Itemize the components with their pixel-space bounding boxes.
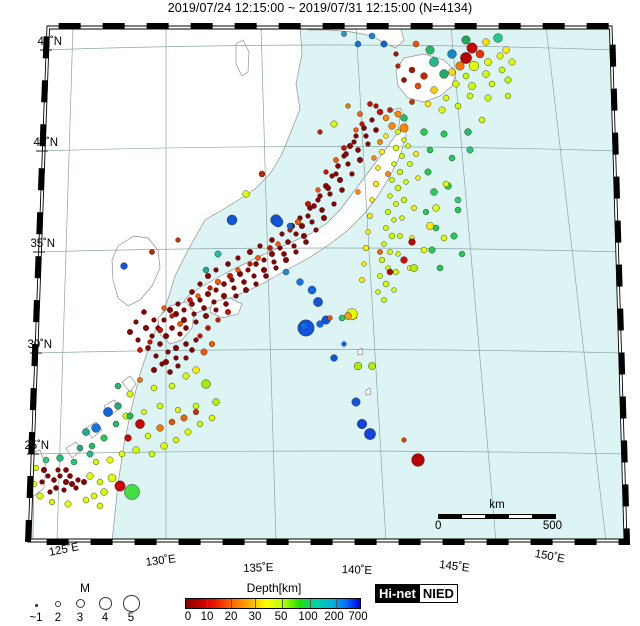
magnitude-label-5: 5 <box>127 612 135 624</box>
page-title: 2019/07/24 12:15:00 ~ 2019/07/31 12:15:0… <box>167 1 473 15</box>
depth-tick-100: 100 <box>298 611 318 623</box>
magnitude-legend-title: M <box>80 581 90 595</box>
depth-legend: Depth[km] 0 10 20 30 50 100 200 700 <box>185 581 368 626</box>
scale-bar-max: 500 <box>542 520 562 532</box>
lat-tick-35N: 35˚N <box>30 238 55 250</box>
scale-bar-labels: 0 500 <box>435 520 562 534</box>
magnitude-symbol-1 <box>35 604 38 607</box>
map-canvas[interactable]: 45˚N 40˚N 35˚N 30˚N 25˚N 125˚E 130˚E 135… <box>0 14 640 577</box>
logo-nied-text: NIED <box>418 585 457 602</box>
magnitude-label-4: 4 <box>101 612 109 624</box>
lat-tick-30N: 30˚N <box>27 339 52 351</box>
magnitude-symbol-4 <box>99 597 112 610</box>
depth-colorbar <box>185 598 361 609</box>
magnitude-symbol-2 <box>55 601 61 607</box>
depth-tick-20: 20 <box>224 611 238 623</box>
magnitude-label-2: 2 <box>54 612 62 624</box>
magnitude-symbol-3 <box>76 599 85 608</box>
lat-tick-45N: 45˚N <box>37 36 62 48</box>
depth-tick-0: 0 <box>184 611 192 623</box>
logo-hinet-text: Hi-net <box>376 585 419 602</box>
magnitude-label-1: ~1 <box>29 612 43 624</box>
scale-bar-unit: km <box>489 499 505 511</box>
lat-tick-25N: 25˚N <box>24 440 49 452</box>
lat-tick-40N: 40˚N <box>33 137 58 149</box>
magnitude-label-3: 3 <box>76 612 84 624</box>
scale-bar: km 0 500 <box>435 499 562 534</box>
depth-tick-700: 700 <box>348 611 368 623</box>
hinet-nied-logo: Hi-net NIED <box>375 584 458 603</box>
map-svg <box>24 23 631 545</box>
scale-bar-track <box>438 514 556 519</box>
depth-legend-title: Depth[km] <box>246 581 302 595</box>
magnitude-symbol-5 <box>123 595 140 612</box>
depth-tick-200: 200 <box>324 611 344 623</box>
scale-bar-min: 0 <box>435 520 442 532</box>
legend-strip: M ~1 2 3 4 5 Depth[km] <box>0 560 640 626</box>
depth-tick-50: 50 <box>274 611 288 623</box>
depth-tick-10: 10 <box>200 611 214 623</box>
magnitude-legend: M ~1 2 3 4 5 <box>20 582 150 626</box>
depth-tick-30: 30 <box>248 611 262 623</box>
